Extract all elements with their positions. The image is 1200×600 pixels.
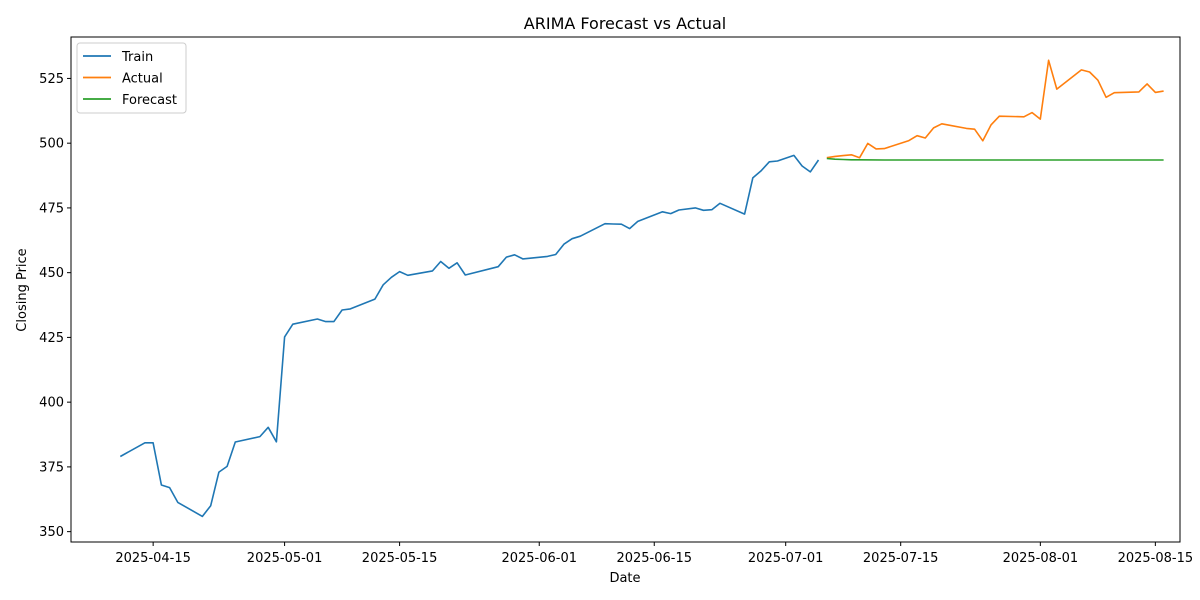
series-line-forecast [826, 157, 1164, 161]
legend-box [76, 42, 187, 114]
x-tick-label: 2025-05-15 [362, 551, 438, 566]
y-tick-label: 500 [39, 137, 64, 152]
series-line-actual [826, 59, 1164, 159]
legend-label-forecast: Forecast [122, 93, 177, 108]
legend: Train Actual Forecast [76, 42, 187, 114]
y-tick-label: 375 [39, 460, 64, 475]
series-layer [119, 59, 1164, 518]
x-tick-label: 2025-07-15 [863, 551, 939, 566]
y-tick-label: 350 [39, 525, 64, 540]
x-axis: 2025-04-15 2025-05-01 2025-05-15 2025-06-01… [115, 542, 1193, 566]
y-axis: 350 375 400 425 450 475 500 525 [39, 72, 71, 540]
x-tick-label: 2025-08-01 [1003, 551, 1079, 566]
plot-frame [70, 36, 1181, 543]
series-line-train [119, 154, 820, 518]
y-tick-label: 525 [39, 72, 64, 87]
x-tick-label: 2025-06-15 [616, 551, 692, 566]
chart-title: ARIMA Forecast vs Actual [524, 14, 726, 33]
x-tick-label: 2025-07-01 [748, 551, 824, 566]
x-tick-label: 2025-08-15 [1118, 551, 1194, 566]
x-tick-label: 2025-04-15 [115, 551, 191, 566]
y-axis-title: Closing Price [15, 248, 30, 331]
legend-label-train: Train [121, 50, 153, 65]
y-tick-label: 400 [39, 396, 64, 411]
x-tick-label: 2025-05-01 [247, 551, 323, 566]
y-tick-label: 450 [39, 266, 64, 281]
y-tick-label: 425 [39, 331, 64, 346]
y-tick-label: 475 [39, 201, 64, 216]
legend-label-actual: Actual [122, 72, 163, 87]
plot-area [70, 36, 1181, 543]
x-tick-label: 2025-06-01 [501, 551, 577, 566]
x-axis-title: Date [609, 571, 640, 586]
